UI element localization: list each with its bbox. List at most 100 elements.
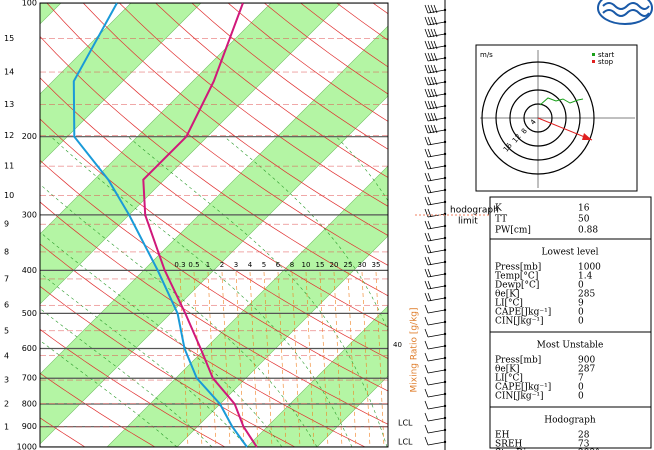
row-value: 293° <box>578 449 600 450</box>
barb-dot <box>443 380 447 384</box>
barb-flag <box>433 28 438 38</box>
barb-flag <box>424 340 429 350</box>
barb-dot <box>443 416 447 420</box>
row-value: 0 <box>578 383 584 393</box>
barb-flag <box>424 112 429 122</box>
mixing-ratio-line <box>375 271 385 447</box>
mixing-ratio-line <box>207 271 217 447</box>
barb-staff <box>427 381 446 386</box>
barb-flag <box>427 100 432 110</box>
barb-flag <box>424 136 429 146</box>
mixing-ratio-label: 25 <box>344 261 353 269</box>
barb-flag <box>424 424 429 434</box>
barb-flag <box>424 28 429 38</box>
barb-flag <box>427 4 432 14</box>
barb-dot <box>443 140 447 144</box>
hodo-unit: m/s <box>480 51 493 59</box>
dry-adiabat <box>119 3 388 207</box>
barb-dot <box>443 128 447 132</box>
barb-staff <box>427 345 446 350</box>
barb-flag <box>424 172 429 182</box>
pressure-label: 500 <box>22 309 37 318</box>
row-label: LI[°C] <box>495 299 523 309</box>
barb-flag <box>427 148 432 158</box>
barb-flag <box>427 184 432 194</box>
hodograph-limit: limit <box>458 217 478 227</box>
row-value: 9 <box>578 299 584 309</box>
row-value: 1.4 <box>578 272 593 282</box>
mixing-ratio-line <box>277 271 287 447</box>
barb-flag <box>433 76 438 86</box>
barb-staff <box>427 393 446 398</box>
barb-flag <box>424 64 429 74</box>
row-value: 1000 <box>578 263 601 273</box>
dry-adiabat <box>83 3 388 236</box>
temperature-profile <box>142 2 258 448</box>
mixing-ratio-label: 2 <box>220 261 224 269</box>
barb-dot <box>443 188 447 192</box>
dry-adiabat <box>40 77 388 328</box>
hodograph-limit: hodograph <box>450 206 499 216</box>
barb-dot <box>443 152 447 156</box>
barb-dot <box>443 404 447 408</box>
index-label: K <box>495 204 502 214</box>
row-label: CAPE[Jkg⁻¹] <box>495 383 551 393</box>
diagram-background <box>40 3 388 447</box>
moist-adiabat <box>40 340 178 447</box>
barb-flag <box>424 160 429 170</box>
row-value: 900 <box>578 356 595 366</box>
height-label: 3 <box>4 376 9 385</box>
barb-dot <box>443 236 447 240</box>
barb-flag <box>424 316 429 326</box>
height-label: 13 <box>4 100 14 109</box>
isotherm-band <box>40 25 388 445</box>
barb-flag <box>427 160 432 170</box>
mixing-ratio-label: 10 <box>302 261 311 269</box>
legend-text: stop <box>598 58 614 66</box>
mixing-ratio-label: 5 <box>262 261 266 269</box>
height-label: 5 <box>4 326 9 335</box>
barb-flag <box>424 88 429 98</box>
pressure-label: 400 <box>22 266 37 275</box>
row-label: SREH <box>495 440 523 450</box>
barb-staff <box>427 333 446 338</box>
barb-flag <box>424 220 429 230</box>
barb-dot <box>443 296 447 300</box>
mixing-ratio-line <box>361 271 371 447</box>
row-label: Press[mb] <box>495 356 541 366</box>
barb-flag <box>424 208 429 218</box>
height-label: 14 <box>4 68 14 77</box>
height-label: 8 <box>4 247 9 256</box>
row-label: EH <box>495 431 510 441</box>
barb-dot <box>443 8 447 12</box>
mixing-ratio-label: 35 <box>372 261 381 269</box>
barb-flag <box>430 52 435 62</box>
storm-arrow <box>582 133 592 140</box>
height-label: 9 <box>4 220 9 229</box>
section-title: Most Unstable <box>537 341 604 351</box>
row-label: LI[°C] <box>495 374 523 384</box>
index-value: 50 <box>578 215 590 225</box>
lcl-label: LCL <box>398 438 413 447</box>
barb-flag <box>427 220 432 230</box>
index-label: PW[cm] <box>495 226 531 236</box>
row-label: θe[K] <box>495 365 520 375</box>
mixing-ratio-line <box>319 271 329 447</box>
barb-flag <box>433 40 438 50</box>
barb-flag <box>424 352 429 362</box>
barb-flag <box>424 364 429 374</box>
barb-flag <box>430 124 435 134</box>
barb-flag <box>424 232 429 242</box>
index-label: TT <box>495 215 507 225</box>
barb-flag <box>433 112 438 122</box>
barb-flag <box>424 52 429 62</box>
row-value: 7 <box>578 374 584 384</box>
barb-flag <box>427 208 432 218</box>
mixing-ratio-label: 6 <box>276 261 281 269</box>
row-label: CIN[Jkg⁻¹] <box>495 392 544 402</box>
mixing-ratio-label: 15 <box>316 261 325 269</box>
barb-flag <box>433 100 438 110</box>
barb-flag <box>424 400 429 410</box>
barb-dot <box>443 68 447 72</box>
barb-flag <box>427 40 432 50</box>
